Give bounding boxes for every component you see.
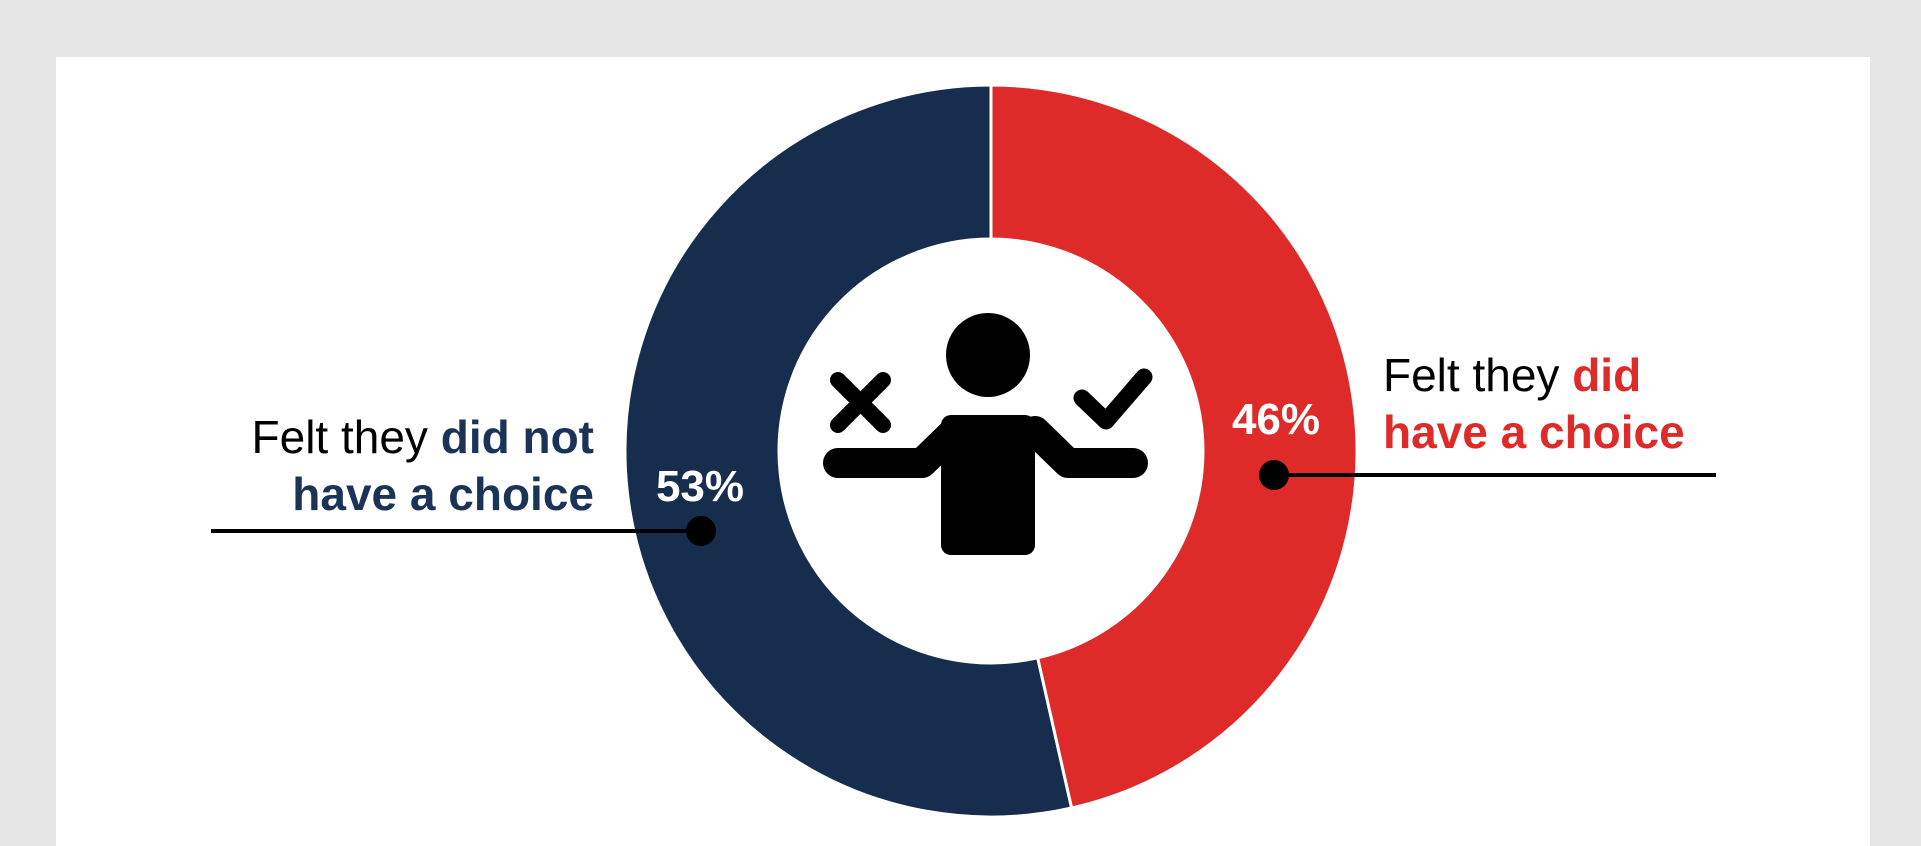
legend-label-choice: Felt they did have a choice (1383, 347, 1685, 461)
callout-highlight: did not (440, 411, 594, 463)
callout-prefix: Felt they (251, 411, 441, 463)
leader-choice (1259, 460, 1716, 490)
callout-line2: have a choice (292, 468, 594, 520)
donut-slices (623, 83, 1359, 819)
data-label-choice: 46% (1232, 395, 1320, 444)
person-body (941, 415, 1035, 555)
legend-label-no-choice: Felt they did not have a choice (252, 409, 594, 523)
check-icon (1073, 368, 1153, 430)
person-head (946, 313, 1030, 397)
callout-prefix: Felt they (1383, 349, 1573, 401)
person-choice-icon (823, 313, 1153, 555)
cross-icon (830, 372, 891, 433)
donut-slice-no-choice (623, 83, 1074, 819)
person-arms (823, 416, 1148, 478)
donut-slice-choice (989, 83, 1359, 810)
leader-no-choice (211, 516, 716, 546)
data-label-no-choice: 53% (656, 462, 744, 511)
callout-line2: have a choice (1383, 406, 1685, 458)
callout-highlight: did (1572, 349, 1642, 401)
